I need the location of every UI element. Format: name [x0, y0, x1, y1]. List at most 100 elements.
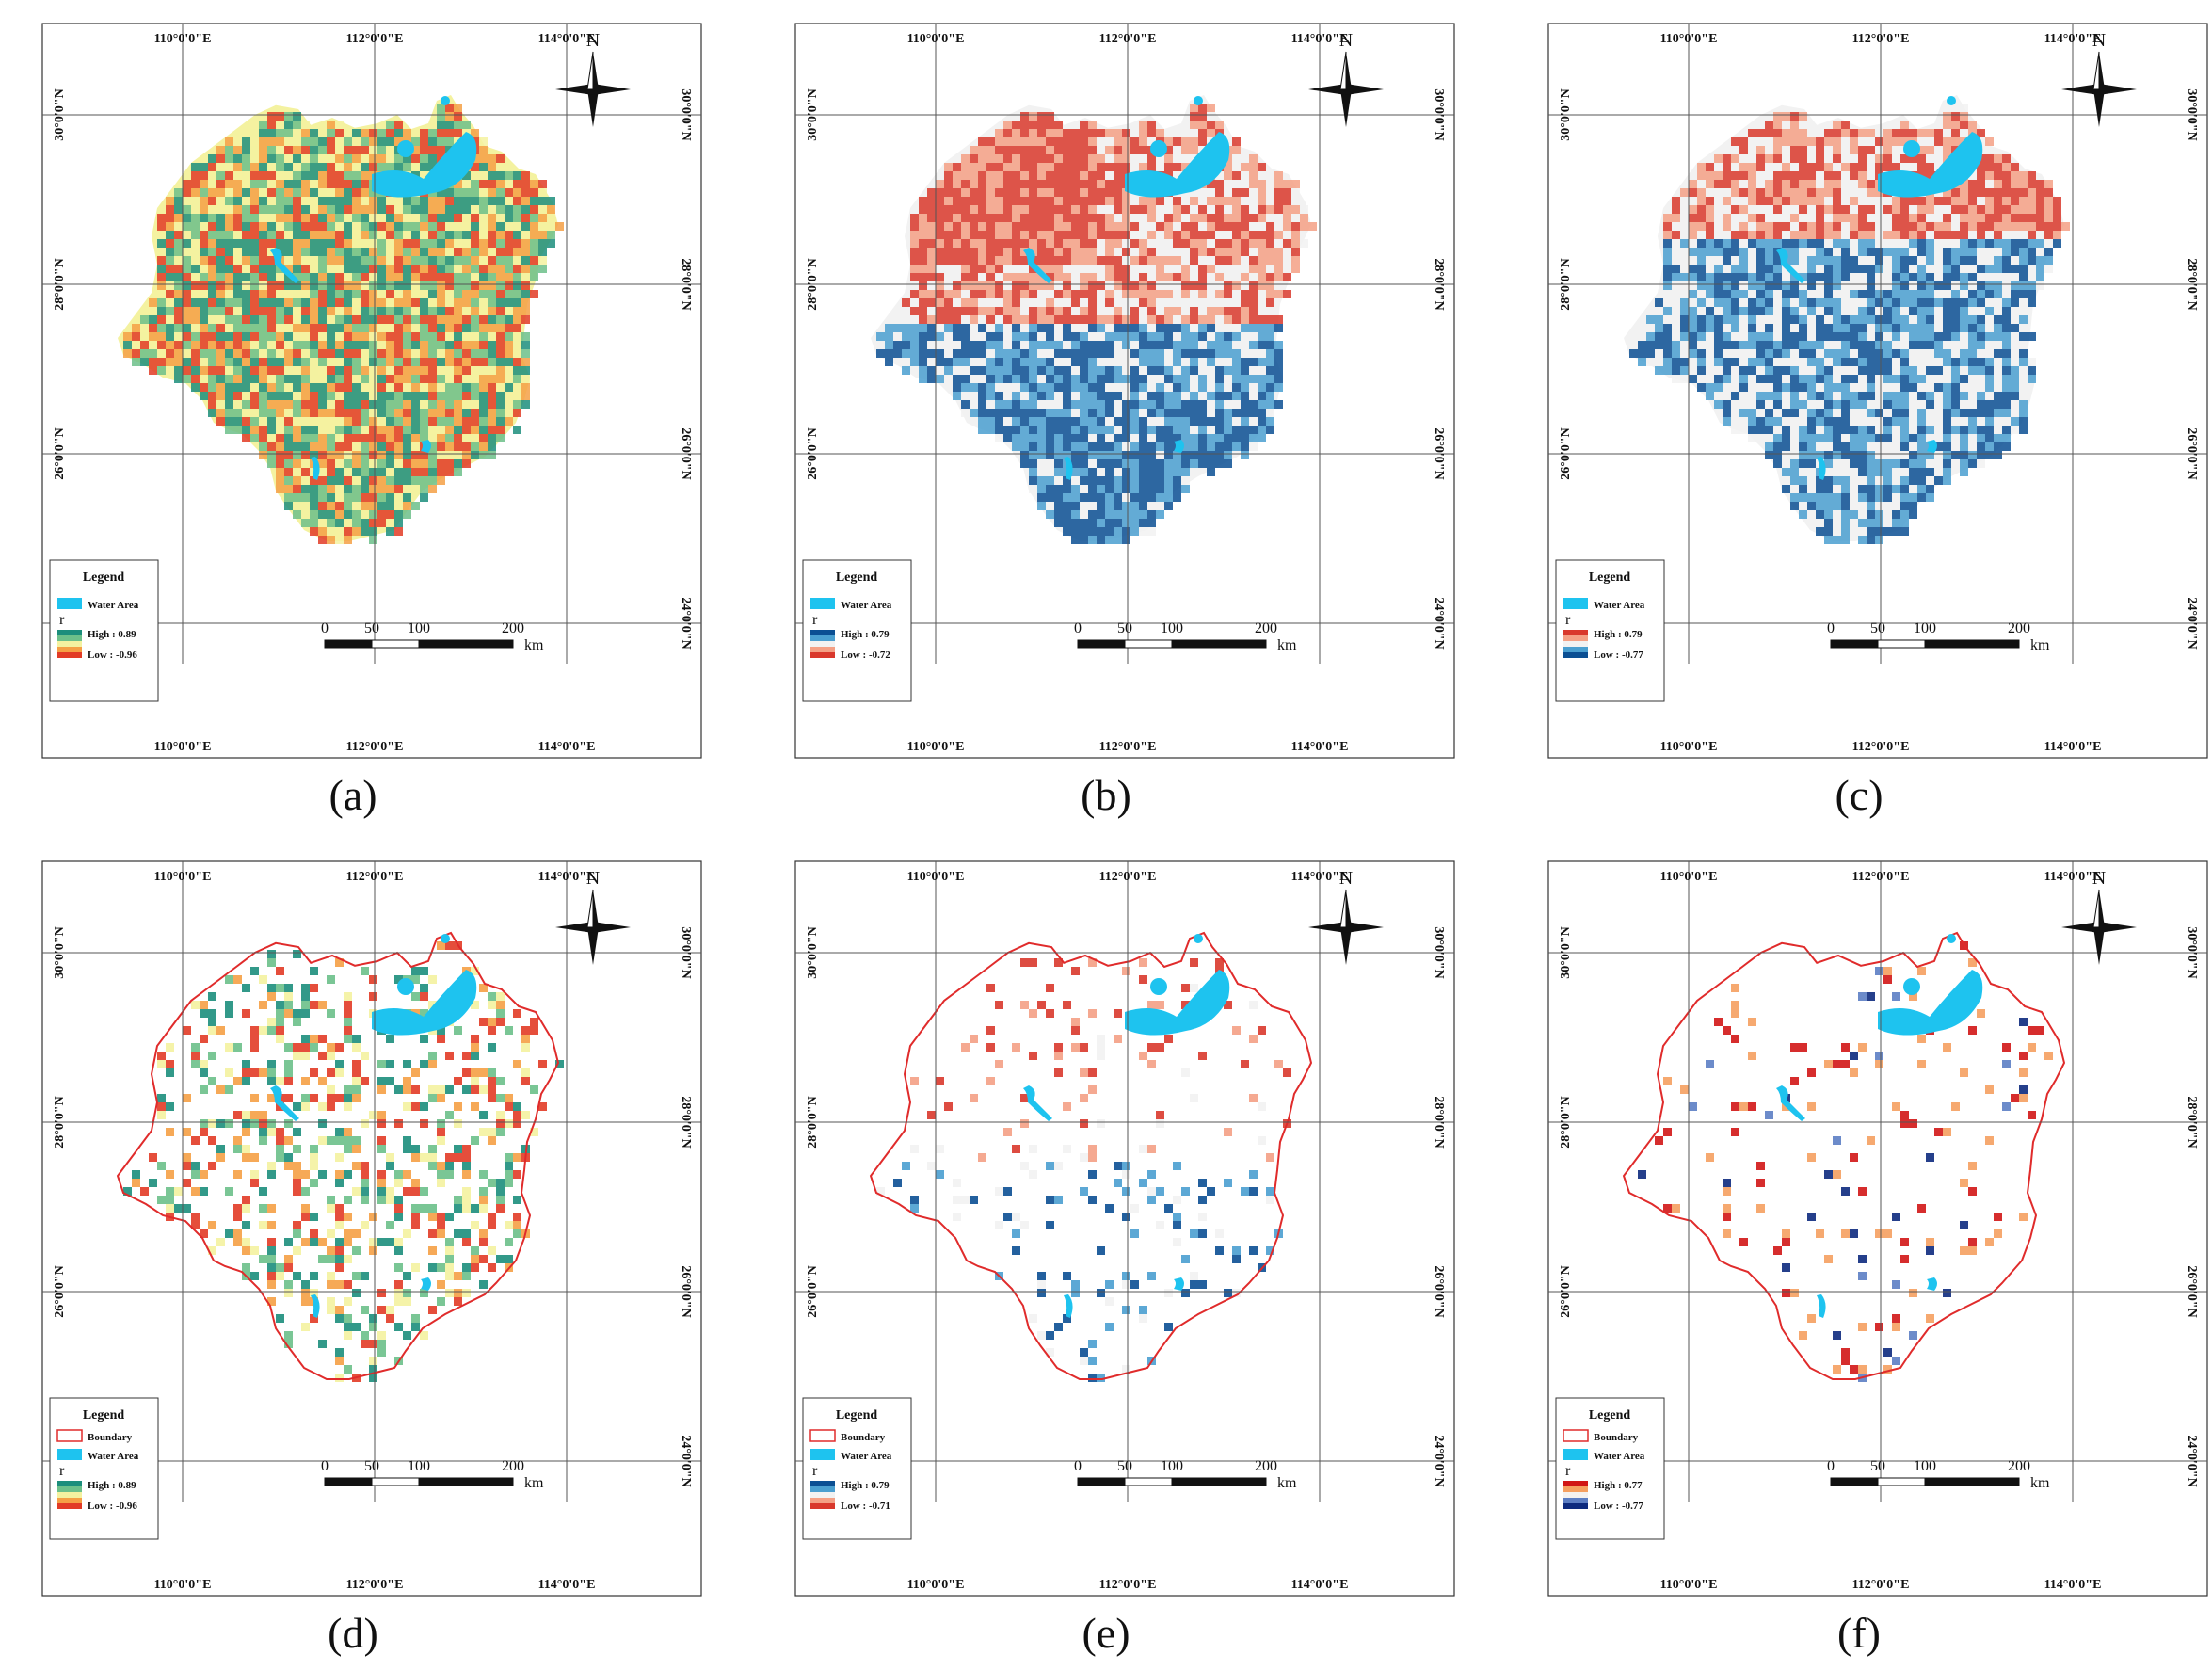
raster-cell: [437, 392, 445, 400]
raster-cell: [344, 358, 352, 366]
raster-cell: [1122, 129, 1130, 137]
raster-cell: [318, 137, 327, 146]
raster-cell: [1680, 307, 1689, 315]
raster-cell: [140, 349, 149, 358]
raster-cell: [276, 307, 284, 315]
raster-cell: [1790, 281, 1799, 290]
raster-cell: [1917, 231, 1926, 239]
raster-cell: [132, 349, 140, 358]
raster-cell: [1756, 154, 1765, 163]
raster-cell: [445, 324, 454, 332]
raster-cell: [521, 400, 530, 409]
raster-cell: [445, 188, 454, 197]
raster-cell: [1934, 137, 1943, 146]
raster-cell: [986, 366, 995, 375]
raster-cell: [1054, 265, 1063, 273]
raster-cell: [1156, 392, 1164, 400]
raster-cell: [1122, 527, 1130, 536]
raster-cell: [1054, 231, 1063, 239]
raster-cell: [1663, 366, 1672, 375]
raster-cell: [1241, 188, 1249, 197]
raster-cell: [250, 358, 259, 366]
raster-cell: [394, 121, 403, 129]
raster-cell: [1867, 290, 1875, 298]
raster-cell: [276, 468, 284, 476]
raster-cell: [1824, 214, 1833, 222]
raster-cell: [1071, 137, 1080, 146]
raster-cell: [1156, 459, 1164, 468]
raster-cell: [1867, 502, 1875, 510]
raster-cell: [369, 383, 377, 392]
raster-cell: [1054, 290, 1063, 298]
raster-cell: [267, 205, 276, 214]
raster-cell: [1063, 332, 1071, 341]
raster-cell: [233, 426, 242, 434]
raster-cell: [1080, 476, 1088, 485]
raster-cell: [1773, 163, 1782, 171]
raster-cell: [250, 239, 259, 248]
raster-cell: [1063, 324, 1071, 332]
raster-cell: [1308, 222, 1317, 231]
raster-cell: [1807, 273, 1816, 281]
raster-cell: [538, 231, 547, 239]
raster-cell: [233, 290, 242, 298]
raster-cell: [1943, 417, 1951, 426]
raster-cell: [1917, 129, 1926, 137]
raster-cell: [420, 248, 428, 256]
raster-cell: [1807, 493, 1816, 502]
raster-cell: [1706, 171, 1714, 180]
raster-cell: [462, 358, 471, 366]
longitude-label-bottom: 114°0'0"E: [1291, 740, 1349, 754]
raster-cell: [454, 298, 462, 307]
raster-cell: [1790, 332, 1799, 341]
raster-cell: [1198, 400, 1207, 409]
raster-cell: [479, 984, 488, 992]
raster-cell: [961, 409, 970, 417]
raster-cell: [961, 222, 970, 231]
raster-cell: [1130, 281, 1139, 290]
raster-cell: [1934, 358, 1943, 366]
raster-cell: [208, 324, 216, 332]
raster-cell: [1858, 536, 1867, 544]
raster-cell: [1867, 129, 1875, 137]
raster-cell: [183, 315, 191, 324]
raster-cell: [191, 341, 200, 349]
raster-cell: [1215, 383, 1224, 392]
raster-cell: [1968, 324, 1977, 332]
raster-cell: [1977, 298, 1985, 307]
raster-cell: [986, 248, 995, 256]
raster-cell: [978, 239, 986, 248]
raster-cell: [1900, 324, 1909, 332]
raster-cell: [225, 315, 233, 324]
raster-cell: [1850, 214, 1858, 222]
raster-cell: [200, 392, 208, 400]
raster-cell: [1249, 197, 1258, 205]
raster-cell: [216, 392, 225, 400]
raster-cell: [284, 146, 293, 154]
raster-cell: [1097, 188, 1105, 197]
raster-cell: [276, 392, 284, 400]
raster-cell: [521, 341, 530, 349]
raster-cell: [1782, 324, 1790, 332]
raster-cell: [428, 265, 437, 273]
raster-cell: [1765, 205, 1773, 214]
raster-cell: [352, 231, 361, 239]
raster-cell: [978, 248, 986, 256]
raster-cell: [479, 442, 488, 451]
raster-cell: [1926, 315, 1934, 324]
raster-cell: [1977, 426, 1985, 434]
raster-cell: [1663, 332, 1672, 341]
raster-cell: [1156, 222, 1164, 231]
raster-cell: [377, 375, 386, 383]
raster-cell: [1080, 129, 1088, 137]
raster-cell: [1071, 519, 1080, 527]
raster-cell: [1063, 298, 1071, 307]
raster-cell: [1147, 442, 1156, 451]
raster-cell: [1951, 409, 1960, 417]
raster-cell: [1054, 273, 1063, 281]
raster-cell: [1731, 256, 1739, 265]
raster-cell: [1689, 298, 1697, 307]
raster-cell: [310, 154, 318, 163]
raster-cell: [1960, 298, 1968, 307]
raster-cell: [2044, 248, 2053, 256]
